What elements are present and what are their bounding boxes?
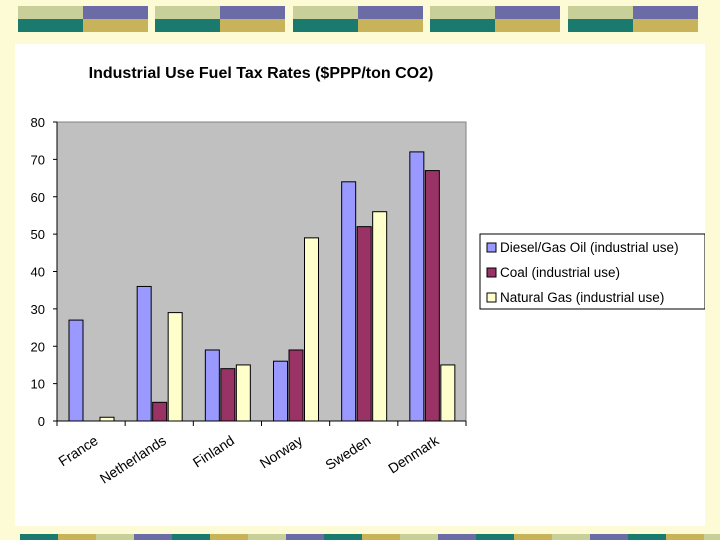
plot-area <box>56 121 467 422</box>
bar <box>68 319 84 422</box>
decor-strip <box>628 534 666 540</box>
y-tick-label: 40 <box>31 265 45 280</box>
x-category-label: Norway <box>257 432 306 471</box>
bar <box>204 349 220 422</box>
series-2 <box>99 211 456 422</box>
decor-strip <box>210 534 248 540</box>
decor-strip <box>96 534 134 540</box>
legend-swatch <box>486 292 497 303</box>
x-category-label: Sweden <box>322 432 373 473</box>
decor-tile <box>155 6 285 32</box>
bar <box>136 285 152 422</box>
bar-series-group <box>68 151 456 422</box>
decor-strip <box>514 534 552 540</box>
bar <box>304 237 319 422</box>
x-category-label: Denmark <box>385 432 442 477</box>
legend-swatch <box>486 267 497 278</box>
y-tick-label: 20 <box>31 339 45 354</box>
y-tick-label: 0 <box>38 414 45 429</box>
decor-strip <box>58 534 96 540</box>
decor-strip <box>666 534 704 540</box>
x-category-label: Finland <box>190 432 237 470</box>
y-tick-label: 10 <box>31 377 45 392</box>
bar <box>356 226 372 422</box>
bar <box>372 211 388 422</box>
bar <box>167 312 183 422</box>
decor-tile <box>18 6 148 32</box>
decor-strip <box>172 534 210 540</box>
bottom-decorative-band <box>20 534 720 540</box>
y-tick-label: 70 <box>31 152 45 167</box>
decor-strip <box>248 534 286 540</box>
series-1 <box>152 170 440 422</box>
decor-tile <box>293 6 423 32</box>
series-0 <box>68 151 425 422</box>
decor-strip <box>134 534 172 540</box>
bar <box>424 170 440 422</box>
bar <box>288 349 304 422</box>
bar <box>235 364 251 422</box>
fuel-tax-bar-chart: Industrial Use Fuel Tax Rates ($PPP/ton … <box>31 65 705 487</box>
y-tick-label: 80 <box>31 115 45 130</box>
y-axis: 0 10 20 30 40 50 60 70 80 <box>31 115 58 429</box>
bar <box>220 368 236 422</box>
legend-label: Coal (industrial use) <box>500 265 620 280</box>
y-tick-label: 50 <box>31 227 45 242</box>
x-category-label: France <box>55 432 100 469</box>
decor-strip <box>286 534 324 540</box>
y-tick-label: 60 <box>31 190 45 205</box>
chart-title: Industrial Use Fuel Tax Rates ($PPP/ton … <box>89 65 434 82</box>
legend: Diesel/Gas Oil (industrial use) Coal (ind… <box>479 233 705 310</box>
bar <box>152 401 168 422</box>
slide-canvas: Industrial Use Fuel Tax Rates ($PPP/ton … <box>15 44 705 526</box>
decor-strip <box>362 534 400 540</box>
bar <box>99 416 115 422</box>
legend-swatch <box>486 242 497 253</box>
bar <box>409 151 425 422</box>
bar <box>273 360 288 422</box>
bar <box>341 181 357 422</box>
decor-strip <box>552 534 590 540</box>
decor-strip <box>704 534 720 540</box>
legend-box <box>479 233 705 310</box>
x-category-label: Netherlands <box>97 432 169 487</box>
y-tick-label: 30 <box>31 302 45 317</box>
legend-label: Diesel/Gas Oil (industrial use) <box>500 240 679 255</box>
decor-strip <box>400 534 438 540</box>
decor-strip <box>590 534 628 540</box>
decor-strip <box>438 534 476 540</box>
legend-label: Natural Gas (industrial use) <box>500 290 664 305</box>
decor-strip <box>324 534 362 540</box>
decor-tile <box>568 6 698 32</box>
decor-strip <box>20 534 58 540</box>
decor-tile <box>430 6 560 32</box>
top-decorative-band <box>18 6 698 32</box>
bar <box>440 364 456 422</box>
decor-strip <box>476 534 514 540</box>
